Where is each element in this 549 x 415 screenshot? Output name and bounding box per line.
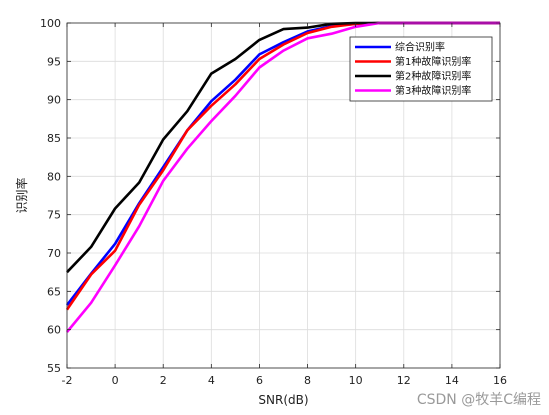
y-tick-label: 100 (40, 17, 61, 30)
x-tick-label: 10 (349, 374, 363, 387)
watermark: CSDN @牧羊C编程 (416, 392, 541, 408)
y-tick-label: 90 (47, 94, 61, 107)
y-axis-label: 识别率 (14, 177, 29, 213)
y-tick-label: 65 (47, 285, 61, 298)
legend-label: 第1种故障识别率 (395, 55, 471, 68)
y-tick-label: 55 (47, 362, 61, 375)
x-axis-label: SNR(dB) (258, 393, 308, 407)
y-axis-ticks: 55 60 65 70 75 80 85 90 95 100 (40, 17, 500, 375)
y-tick-label: 60 (47, 324, 61, 337)
legend-label: 综合识别率 (395, 41, 445, 54)
y-tick-label: 75 (47, 209, 61, 222)
x-tick-label: 12 (397, 374, 411, 387)
y-tick-label: 85 (47, 132, 61, 145)
x-tick-label: 0 (112, 374, 119, 387)
x-axis-ticks: -2 0 2 4 6 8 10 12 14 16 (62, 23, 507, 387)
x-tick-label: -2 (62, 374, 73, 387)
plot-area-frame (66, 22, 501, 369)
x-tick-label: 4 (208, 374, 215, 387)
legend-label: 第3种故障识别率 (395, 84, 471, 97)
x-tick-label: 8 (304, 374, 311, 387)
x-tick-label: 2 (160, 374, 167, 387)
x-tick-label: 6 (256, 374, 263, 387)
y-tick-label: 95 (47, 55, 61, 68)
legend-label: 第2种故障识别率 (395, 70, 471, 83)
y-tick-label: 80 (47, 170, 61, 183)
x-tick-label: 14 (445, 374, 459, 387)
x-tick-label: 16 (493, 374, 507, 387)
y-tick-label: 70 (47, 247, 61, 260)
